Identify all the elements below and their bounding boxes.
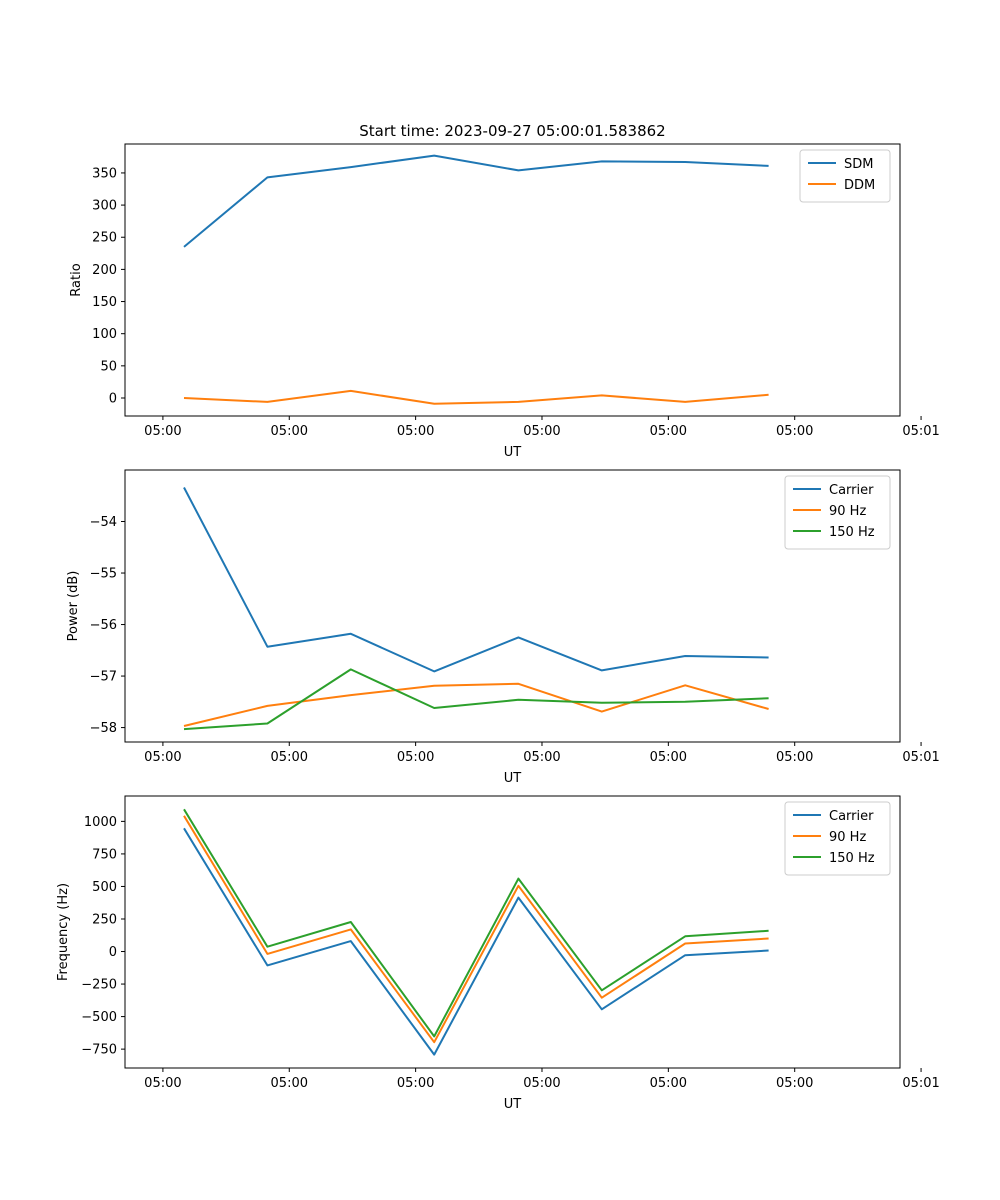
legend-label: 90 Hz [829, 830, 866, 845]
y-axis-label: Power (dB) [66, 571, 81, 642]
x-tick-label: 05:00 [523, 1076, 560, 1091]
x-tick-label: 05:00 [397, 1076, 434, 1091]
legend-label: SDM [844, 157, 873, 172]
plot-frame [124, 795, 901, 1069]
x-tick-label: 05:00 [776, 424, 813, 439]
x-tick-label: 05:00 [776, 1076, 813, 1091]
ratio-chart: Start time: 2023-09-27 05:00:01.583862 R… [69, 122, 940, 460]
y-tick-label: 300 [92, 199, 117, 214]
y-tick-label: 250 [92, 231, 117, 246]
legend: Carrier 90 Hz 150 Hz [784, 801, 891, 876]
x-tick-label: 05:01 [902, 750, 939, 765]
y-axis-label: Ratio [69, 263, 84, 296]
x-tick-label: 05:01 [902, 1076, 939, 1091]
x-tick-label: 05:00 [271, 424, 308, 439]
x-tick-label: 05:00 [776, 750, 813, 765]
legend-label: 150 Hz [829, 525, 875, 540]
y-tick-label: 1000 [84, 815, 117, 830]
y-tick-label: 50 [100, 359, 117, 374]
x-tick-label: 05:00 [271, 750, 308, 765]
x-axis-label: UT [504, 771, 522, 786]
y-tick-label: −54 [90, 515, 117, 530]
y-tick-label: −500 [81, 1010, 117, 1025]
y-tick-label: −750 [81, 1043, 117, 1058]
plot-frame [124, 143, 901, 417]
series-layer [183, 808, 769, 1056]
series-layer [183, 154, 769, 405]
series-line-150-hz [183, 668, 769, 731]
x-tick-label: 05:00 [144, 1076, 181, 1091]
y-tick-label: −57 [90, 670, 117, 685]
ticks-layer: 05:00 05:00 05:00 05:00 05:00 05:00 05:01 −58 −5… [90, 515, 940, 765]
plot-frame [124, 469, 901, 743]
y-tick-label: 150 [92, 295, 117, 310]
ticks-layer: 05:00 05:00 05:00 05:00 05:00 05:00 05:01 0 50 10… [92, 166, 940, 439]
legend-label: Carrier [829, 483, 874, 498]
series-line-90-hz [183, 682, 769, 727]
y-tick-label: 0 [109, 391, 117, 406]
y-tick-label: 350 [92, 166, 117, 181]
legend-label: 90 Hz [829, 504, 866, 519]
x-tick-label: 05:00 [650, 424, 687, 439]
series-line-150-hz [183, 808, 769, 1038]
y-tick-label: 250 [92, 912, 117, 927]
series-line-carrier [183, 487, 769, 673]
frequency-chart: Frequency (Hz) UT 05:00 05:00 05:00 05:00 05… [56, 795, 940, 1112]
y-tick-label: 750 [92, 847, 117, 862]
y-axis-label: Frequency (Hz) [56, 883, 71, 981]
x-tick-label: 05:00 [271, 1076, 308, 1091]
y-tick-label: −56 [90, 618, 117, 633]
x-tick-label: 05:00 [144, 424, 181, 439]
series-line-ddm [183, 389, 769, 405]
chart-title: Start time: 2023-09-27 05:00:01.583862 [359, 122, 665, 140]
x-tick-label: 05:00 [650, 750, 687, 765]
series-layer [183, 487, 769, 731]
y-tick-label: 500 [92, 880, 117, 895]
y-tick-label: 200 [92, 263, 117, 278]
x-tick-label: 05:00 [523, 750, 560, 765]
x-tick-label: 05:00 [397, 750, 434, 765]
ticks-layer: 05:00 05:00 05:00 05:00 05:00 05:00 05:01 −750 −… [81, 815, 940, 1091]
x-tick-label: 05:00 [523, 424, 560, 439]
legend: SDM DDM [799, 149, 891, 203]
power-chart: Power (dB) UT 05:00 05:00 05:00 05:00 05:00 0… [66, 469, 940, 786]
x-tick-label: 05:00 [650, 1076, 687, 1091]
y-tick-label: 0 [109, 945, 117, 960]
legend-label: DDM [844, 178, 875, 193]
legend-label: 150 Hz [829, 851, 875, 866]
x-tick-label: 05:01 [902, 424, 939, 439]
x-axis-label: UT [504, 445, 522, 460]
y-tick-label: −55 [90, 567, 117, 582]
series-line-sdm [183, 154, 769, 248]
x-tick-label: 05:00 [397, 424, 434, 439]
y-tick-label: 100 [92, 327, 117, 342]
x-tick-label: 05:00 [144, 750, 181, 765]
y-tick-label: −58 [90, 721, 117, 736]
y-tick-label: −250 [81, 978, 117, 993]
legend: Carrier 90 Hz 150 Hz [784, 475, 891, 550]
legend-label: Carrier [829, 809, 874, 824]
series-line-90-hz [183, 815, 769, 1044]
x-axis-label: UT [504, 1097, 522, 1112]
series-line-carrier [183, 827, 769, 1056]
